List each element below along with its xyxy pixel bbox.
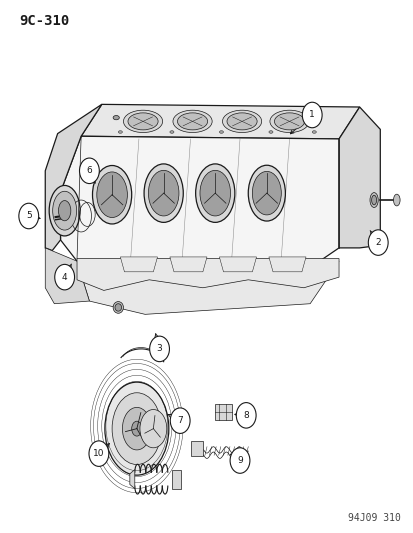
Ellipse shape bbox=[226, 113, 256, 130]
Text: 10: 10 bbox=[93, 449, 104, 458]
Ellipse shape bbox=[58, 200, 71, 221]
FancyBboxPatch shape bbox=[171, 470, 180, 489]
Polygon shape bbox=[130, 470, 135, 489]
Text: 1: 1 bbox=[309, 110, 314, 119]
Circle shape bbox=[19, 203, 38, 229]
FancyBboxPatch shape bbox=[215, 403, 231, 419]
Ellipse shape bbox=[115, 304, 121, 311]
Text: 8: 8 bbox=[243, 411, 249, 420]
Polygon shape bbox=[169, 257, 206, 272]
Circle shape bbox=[55, 264, 74, 290]
Circle shape bbox=[149, 336, 169, 362]
Ellipse shape bbox=[274, 113, 304, 130]
Ellipse shape bbox=[140, 409, 166, 448]
Ellipse shape bbox=[118, 131, 122, 133]
Ellipse shape bbox=[173, 110, 211, 133]
Ellipse shape bbox=[113, 116, 119, 120]
Text: 9: 9 bbox=[237, 456, 242, 465]
Ellipse shape bbox=[311, 116, 317, 120]
Circle shape bbox=[170, 408, 190, 433]
Ellipse shape bbox=[219, 131, 223, 133]
Ellipse shape bbox=[311, 131, 316, 133]
Ellipse shape bbox=[113, 302, 123, 313]
Text: 2: 2 bbox=[375, 238, 380, 247]
Text: 4: 4 bbox=[62, 273, 67, 281]
Ellipse shape bbox=[49, 185, 80, 236]
Ellipse shape bbox=[268, 131, 272, 133]
Circle shape bbox=[301, 102, 321, 128]
Ellipse shape bbox=[131, 421, 142, 436]
Ellipse shape bbox=[369, 192, 377, 207]
Ellipse shape bbox=[177, 113, 207, 130]
Text: 3: 3 bbox=[156, 344, 162, 353]
Ellipse shape bbox=[92, 165, 131, 224]
Ellipse shape bbox=[371, 195, 376, 205]
Polygon shape bbox=[60, 136, 338, 272]
Polygon shape bbox=[45, 104, 102, 251]
Polygon shape bbox=[120, 257, 157, 272]
Text: 94J09 310: 94J09 310 bbox=[347, 513, 400, 523]
Text: 5: 5 bbox=[26, 212, 31, 221]
Ellipse shape bbox=[222, 110, 261, 133]
Ellipse shape bbox=[97, 172, 127, 217]
Circle shape bbox=[230, 448, 249, 473]
Polygon shape bbox=[219, 257, 256, 272]
Ellipse shape bbox=[112, 393, 161, 465]
Ellipse shape bbox=[392, 194, 399, 206]
Ellipse shape bbox=[52, 191, 76, 230]
Ellipse shape bbox=[169, 131, 173, 133]
Text: 6: 6 bbox=[86, 166, 92, 175]
Polygon shape bbox=[77, 261, 338, 314]
Ellipse shape bbox=[144, 164, 183, 222]
Ellipse shape bbox=[104, 382, 169, 475]
Circle shape bbox=[79, 158, 99, 183]
Ellipse shape bbox=[128, 113, 158, 130]
Text: 9C-310: 9C-310 bbox=[19, 14, 69, 28]
Circle shape bbox=[236, 402, 256, 428]
Ellipse shape bbox=[269, 110, 309, 133]
Polygon shape bbox=[338, 107, 380, 248]
Polygon shape bbox=[77, 259, 338, 290]
Ellipse shape bbox=[195, 164, 234, 222]
Polygon shape bbox=[268, 257, 305, 272]
Ellipse shape bbox=[122, 407, 151, 450]
FancyBboxPatch shape bbox=[191, 441, 202, 456]
Ellipse shape bbox=[123, 110, 162, 133]
Ellipse shape bbox=[199, 171, 230, 216]
Ellipse shape bbox=[248, 165, 285, 221]
Circle shape bbox=[368, 230, 387, 255]
Ellipse shape bbox=[148, 171, 178, 216]
Text: 7: 7 bbox=[177, 416, 183, 425]
Circle shape bbox=[89, 441, 109, 466]
Ellipse shape bbox=[252, 172, 280, 215]
Polygon shape bbox=[81, 104, 359, 139]
Polygon shape bbox=[45, 248, 89, 304]
